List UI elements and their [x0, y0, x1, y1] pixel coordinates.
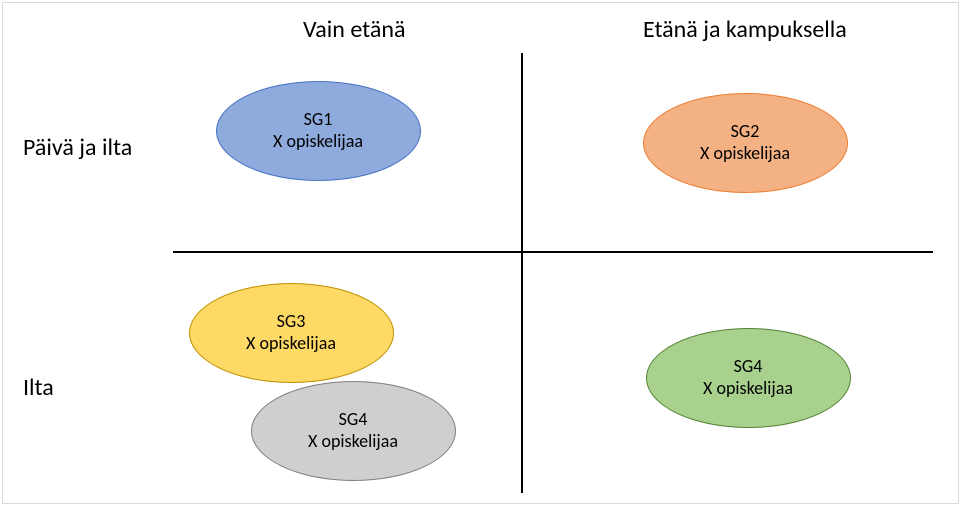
node-label-line2: X opiskelijaa	[700, 143, 790, 165]
column-header-2: Etänä ja kampuksella	[643, 15, 847, 44]
node-label-line1: SG4	[734, 356, 763, 378]
node-sg1: SG1 X opiskelijaa	[216, 81, 421, 181]
node-sg4-grey: SG4 X opiskelijaa	[251, 381, 456, 481]
node-sg4-green: SG4 X opiskelijaa	[646, 328, 851, 428]
node-label-line1: SG1	[304, 109, 333, 131]
quadrant-diagram: Vain etänä Etänä ja kampuksella Päivä ja…	[2, 2, 959, 504]
row-header-1: Päivä ja ilta	[23, 133, 132, 162]
node-label-line1: SG3	[277, 311, 306, 333]
node-label-line2: X opiskelijaa	[703, 378, 793, 400]
row-header-2: Ilta	[23, 373, 54, 402]
node-label-line2: X opiskelijaa	[273, 131, 363, 153]
node-label-line2: X opiskelijaa	[308, 431, 398, 453]
horizontal-axis	[173, 251, 933, 253]
node-label-line1: SG2	[731, 121, 760, 143]
node-sg2: SG2 X opiskelijaa	[643, 93, 848, 193]
node-label-line1: SG4	[339, 409, 368, 431]
node-sg3: SG3 X opiskelijaa	[189, 283, 394, 383]
vertical-axis	[521, 53, 523, 493]
node-label-line2: X opiskelijaa	[246, 333, 336, 355]
column-header-1: Vain etänä	[303, 15, 405, 44]
